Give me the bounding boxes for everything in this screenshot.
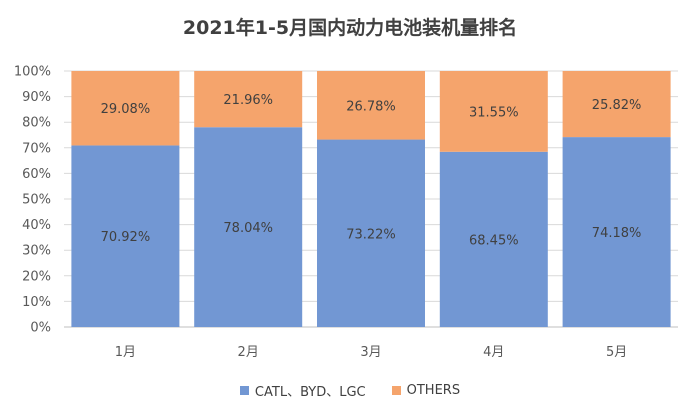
data-label-top3: 70.92% [101, 230, 151, 245]
y-tick-label: 80% [22, 116, 51, 131]
data-label-top3: 68.45% [469, 233, 519, 248]
x-tick-label: 2月 [238, 345, 259, 360]
y-tick-label: 70% [22, 141, 51, 156]
legend-item-others: OTHERS [391, 381, 461, 400]
x-tick-label: 4月 [483, 345, 504, 360]
legend-item-top3: CATL、BYD、LGC [239, 381, 366, 400]
legend-swatch-others [391, 386, 401, 395]
bar-segment-top3 [562, 137, 671, 327]
bar-segment-others [71, 71, 180, 146]
x-tick-label: 3月 [360, 345, 381, 360]
y-tick-label: 30% [22, 244, 51, 259]
bar-segment-top3 [439, 151, 548, 327]
y-tick-label: 40% [22, 218, 51, 233]
data-label-others: 26.78% [346, 99, 396, 114]
legend-label-top3: CATL、BYD、LGC [254, 385, 366, 400]
y-tick-label: 20% [22, 269, 51, 284]
data-label-others: 25.82% [592, 98, 642, 113]
y-tick-label: 90% [22, 90, 51, 105]
data-label-others: 21.96% [223, 93, 273, 108]
x-tick-label: 1月 [115, 345, 136, 360]
data-label-others: 31.55% [469, 105, 519, 120]
y-tick-label: 100% [14, 65, 51, 80]
legend-swatch-top3 [239, 386, 249, 395]
y-tick-label: 0% [30, 321, 51, 336]
bar-segment-others [562, 71, 671, 138]
bar-segment-others [439, 71, 548, 152]
y-tick-label: 50% [22, 193, 51, 208]
legend-label-others: OTHERS [406, 383, 461, 398]
y-tick-label: 10% [22, 295, 51, 310]
data-label-top3: 78.04% [223, 221, 273, 236]
bar-segment-top3 [194, 127, 303, 328]
y-tick-label: 60% [22, 167, 51, 182]
bar-segment-top3 [317, 139, 425, 327]
data-label-others: 29.08% [101, 102, 151, 117]
data-label-top3: 73.22% [346, 227, 396, 242]
x-tick-label: 5月 [606, 345, 627, 360]
bar-segment-others [194, 71, 303, 128]
data-label-top3: 74.18% [592, 226, 642, 241]
chart-legend: CATL、BYD、LGC OTHERS [0, 381, 700, 400]
bar-segment-others [317, 71, 425, 140]
chart-title: 2021年1-5月国内动力电池装机量排名 [182, 17, 518, 39]
bar-segment-top3 [71, 145, 180, 327]
